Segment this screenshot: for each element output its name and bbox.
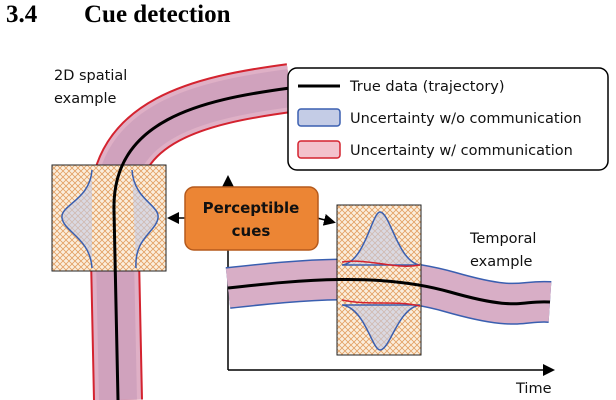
- temporal-example: Temporal example Time: [222, 175, 555, 397]
- spatial-label: example: [54, 91, 116, 107]
- legend: True data (trajectory) Uncertainty w/o c…: [287, 67, 609, 171]
- cue-callout: Perceptible cues: [167, 186, 336, 251]
- section-title: Cue detection: [84, 1, 231, 28]
- legend-label: Uncertainty w/o communication: [350, 111, 582, 127]
- temporal-label: Temporal: [469, 231, 536, 247]
- cue-label: Perceptible: [203, 199, 300, 217]
- x-axis-label: Time: [515, 381, 552, 397]
- legend-label: Uncertainty w/ communication: [350, 143, 573, 159]
- temporal-label: example: [470, 254, 532, 270]
- spatial-example: 2D spatial example: [51, 63, 294, 400]
- legend-label: True data (trajectory): [349, 79, 505, 95]
- section-number: 3.4: [6, 1, 38, 28]
- cue-label: cues: [232, 222, 271, 240]
- spatial-label: 2D spatial: [54, 68, 127, 84]
